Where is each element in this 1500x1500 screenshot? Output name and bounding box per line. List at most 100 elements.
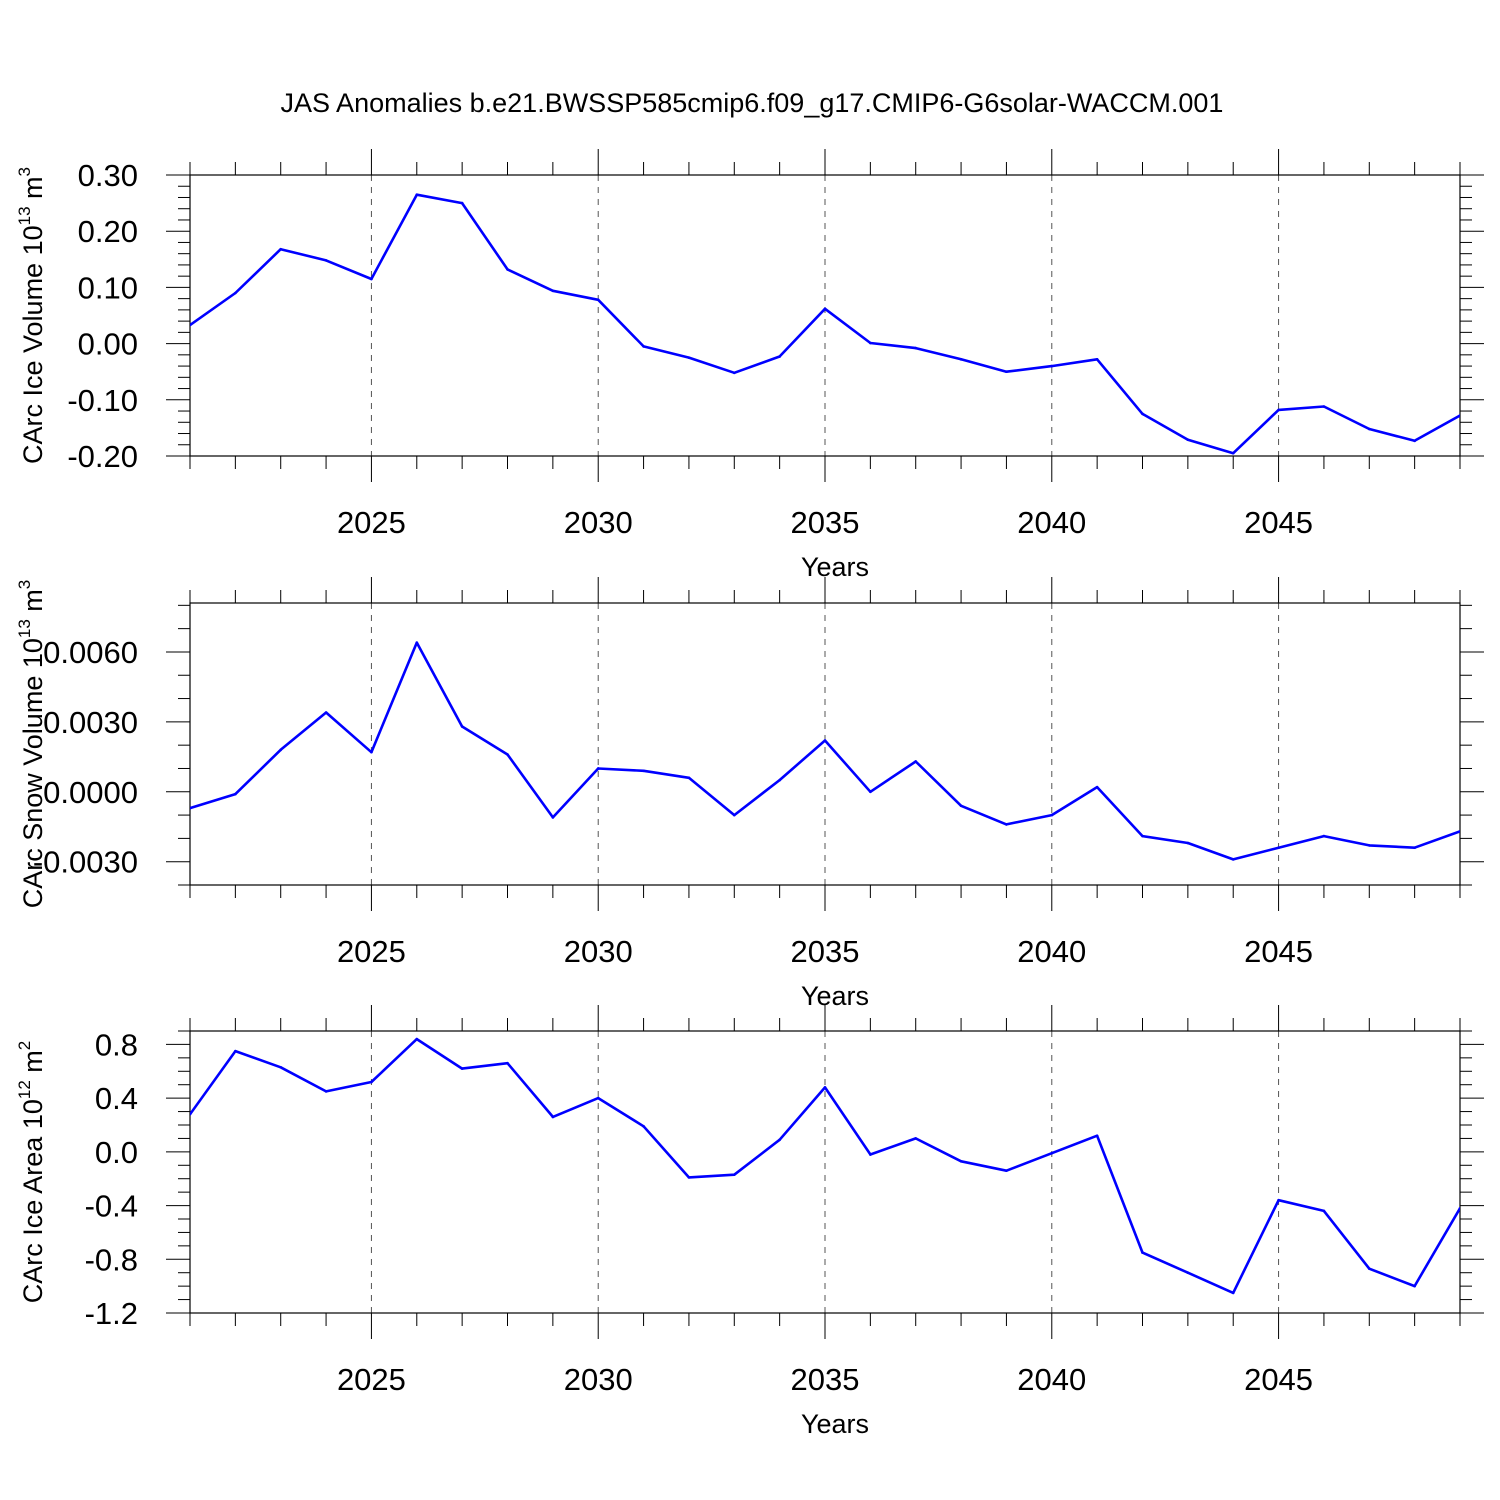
- data-point: [1322, 834, 1326, 838]
- y-axis-title-superscript: 3: [15, 580, 34, 589]
- data-point: [506, 268, 509, 271]
- y-tick-label: 0.0000: [43, 775, 138, 810]
- y-axis-title: CArc Snow Volume 1013 m3: [15, 580, 48, 909]
- data-point: [778, 778, 781, 782]
- y-axis-title-superscript: 13: [15, 619, 34, 638]
- y-tick-label: 0.4: [95, 1081, 138, 1116]
- x-tick-label: 2035: [791, 1362, 860, 1397]
- y-axis-title-superscript: 2: [15, 1041, 34, 1050]
- data-point: [1095, 358, 1099, 361]
- data-point: [1277, 408, 1280, 412]
- data-point: [823, 307, 827, 311]
- data-point: [1050, 1151, 1054, 1155]
- data-point: [1141, 834, 1144, 838]
- data-point: [1413, 1284, 1416, 1288]
- data-point: [279, 748, 283, 752]
- data-point: [823, 1086, 827, 1089]
- data-point: [687, 1176, 691, 1179]
- data-point: [370, 1080, 373, 1084]
- data-point: [234, 1049, 237, 1053]
- data-point: [1322, 405, 1326, 408]
- data-point: [869, 1153, 872, 1156]
- data-point: [914, 760, 918, 763]
- data-point: [279, 247, 283, 251]
- data-point: [732, 371, 736, 375]
- x-axis-title: Years: [801, 1409, 869, 1439]
- x-tick-label: 2045: [1244, 1362, 1313, 1397]
- data-point: [732, 813, 736, 817]
- y-tick-label: -0.8: [85, 1242, 138, 1277]
- y-tick-label: -0.0030: [33, 845, 138, 880]
- data-point: [823, 739, 827, 742]
- x-tick-label: 2040: [1017, 1362, 1086, 1397]
- data-point: [234, 792, 237, 796]
- data-point: [370, 277, 373, 281]
- data-point: [1322, 1209, 1326, 1213]
- data-point: [869, 790, 872, 794]
- y-axis-title: CArc Ice Area 1012 m2: [15, 1041, 48, 1304]
- data-point: [190, 323, 192, 327]
- x-tick-label: 2035: [791, 505, 860, 540]
- panel-snow-volume: -0.0030 0.0000 0.0030 0.0060 2025 2030 2035 204…: [15, 577, 1484, 1011]
- y-axis-title-text: CArc Ice Area 10: [18, 1099, 48, 1303]
- x-axis-title: Years: [801, 552, 869, 582]
- data-point: [1186, 438, 1190, 442]
- data-point: [460, 1067, 464, 1070]
- data-point: [687, 356, 691, 359]
- data-point: [551, 1115, 555, 1119]
- data-point: [642, 769, 645, 773]
- y-axis-title-text: CArc Snow Volume 10: [18, 638, 48, 908]
- data-point: [1367, 427, 1371, 431]
- data-point: [506, 753, 509, 756]
- data-point: [869, 341, 872, 345]
- y-tick-label: -0.10: [67, 383, 138, 418]
- data-point: [1458, 830, 1460, 833]
- data-point: [732, 1173, 736, 1176]
- data-point: [596, 767, 600, 770]
- data-point: [506, 1061, 509, 1065]
- data-point: [778, 355, 781, 358]
- y-axis-title-superscript: 12: [15, 1080, 34, 1099]
- data-point: [1095, 1134, 1099, 1138]
- data-point: [190, 1112, 192, 1116]
- data-point: [1186, 1271, 1190, 1275]
- data-point: [1413, 439, 1416, 443]
- data-point: [778, 1138, 781, 1142]
- y-tick-label: 0.10: [78, 270, 138, 305]
- data-point: [1231, 451, 1235, 455]
- data-point: [959, 358, 963, 361]
- y-axis-title-superscript: 3: [15, 167, 34, 176]
- data-point: [415, 1037, 419, 1041]
- data-point: [1005, 1169, 1008, 1172]
- data-point: [1277, 846, 1280, 850]
- data-point: [1186, 841, 1190, 845]
- x-tick-label: 2025: [337, 505, 406, 540]
- y-tick-label: 0.0060: [43, 635, 138, 670]
- x-tick-label: 2030: [564, 934, 633, 969]
- plot-frame: [189, 174, 1461, 457]
- data-point: [1005, 370, 1008, 374]
- x-tick-label: 2040: [1017, 934, 1086, 969]
- data-point: [190, 806, 192, 810]
- chart-title: JAS Anomalies b.e21.BWSSP585cmip6.f09_g1…: [281, 88, 1224, 118]
- data-point: [279, 1065, 283, 1069]
- y-tick-label: 0.0030: [43, 705, 138, 740]
- x-tick-label: 2030: [564, 1362, 633, 1397]
- panel-ice-area: -1.2 -0.8 -0.4 0.0 0.4 0.8 2025 2030 2035 2040 204…: [15, 1005, 1484, 1439]
- y-tick-label: -0.20: [67, 439, 138, 474]
- y-axis-title-text: CArc Ice Volume 10: [18, 225, 48, 464]
- y-tick-label: 0.00: [78, 327, 138, 362]
- y-tick-label: 0.8: [95, 1027, 138, 1062]
- data-point: [1050, 364, 1054, 368]
- y-axis-title: CArc Ice Volume 1013 m3: [15, 167, 48, 464]
- data-point: [370, 750, 373, 754]
- data-point: [1458, 1206, 1460, 1210]
- data-point: [1231, 858, 1235, 861]
- data-point: [642, 345, 645, 348]
- y-axis-title-text: m: [18, 589, 48, 619]
- data-point: [415, 193, 419, 196]
- data-point: [460, 201, 464, 205]
- data-point: [324, 1090, 328, 1093]
- panel-ice-volume: -0.20 -0.10 0.00 0.10 0.20 0.30 2025 2030 2035 20…: [15, 149, 1484, 582]
